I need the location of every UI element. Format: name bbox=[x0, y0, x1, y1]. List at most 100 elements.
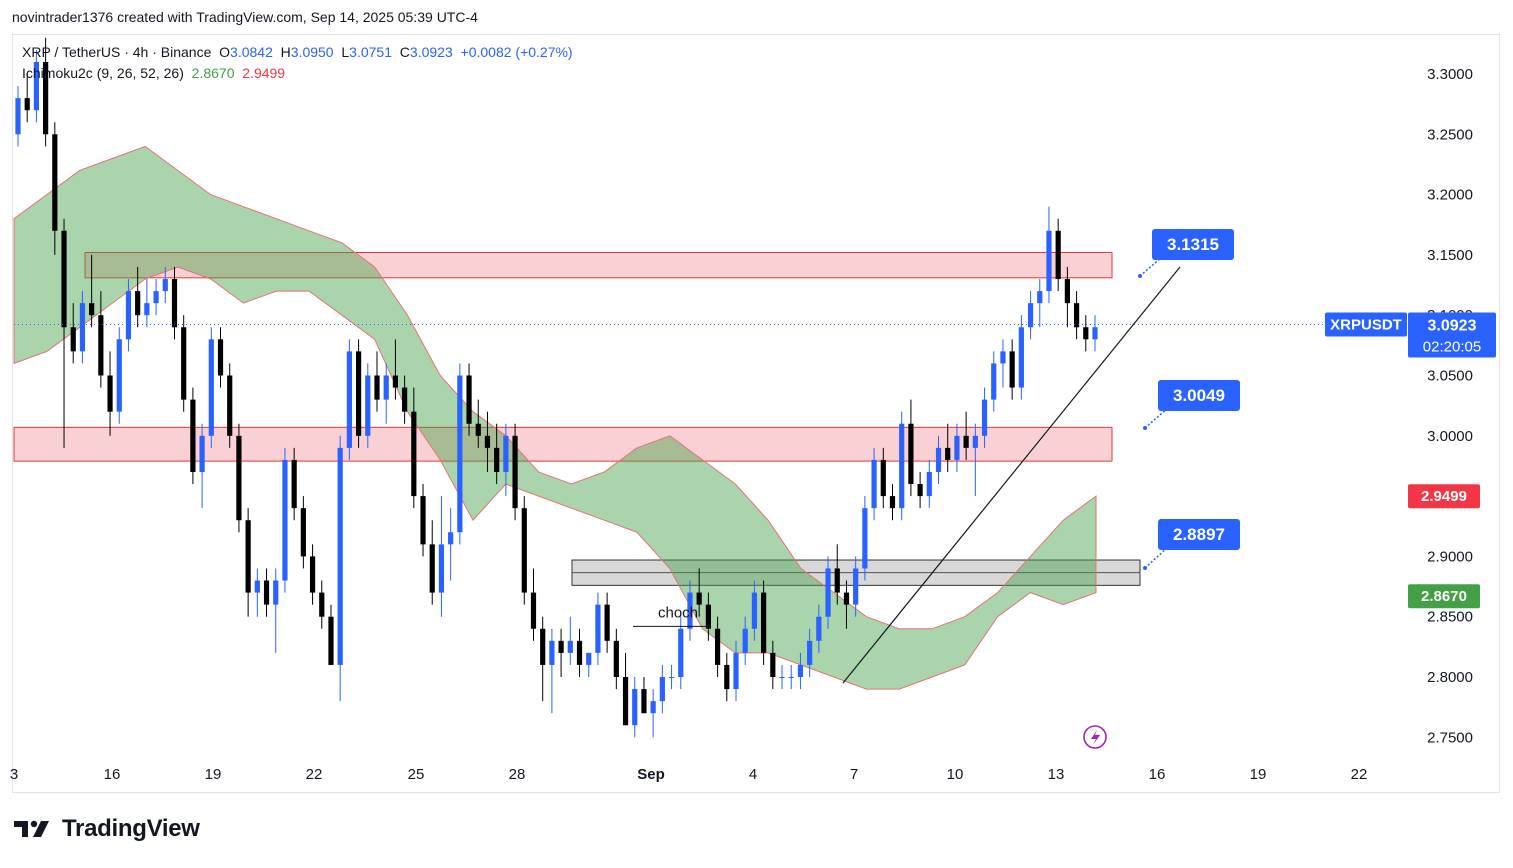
bearish-candle bbox=[494, 423, 500, 485]
candle-body bbox=[742, 628, 748, 653]
level-label-anchor bbox=[1138, 274, 1142, 278]
candle-body bbox=[714, 628, 721, 665]
bearish-candle bbox=[181, 315, 187, 412]
candle-body bbox=[300, 508, 306, 557]
candle-body bbox=[853, 568, 859, 605]
level-label-text: 3.0049 bbox=[1173, 386, 1225, 405]
bullish-candle bbox=[788, 664, 794, 690]
indicator-legend[interactable]: Ichimoku2c (9, 26, 52, 26) 2.8670 2.9499 bbox=[22, 65, 285, 81]
bearish-candle bbox=[540, 616, 546, 702]
candle-body bbox=[171, 279, 178, 328]
bearish-candle bbox=[843, 580, 850, 629]
chart-frame[interactable] bbox=[12, 34, 1500, 793]
candle-body bbox=[263, 580, 270, 605]
axis-price-tag: 2.8670 bbox=[1408, 584, 1480, 609]
bearish-candle bbox=[530, 568, 537, 641]
bearish-candle bbox=[291, 447, 297, 521]
candle-body bbox=[1037, 291, 1043, 304]
bearish-candle bbox=[392, 339, 399, 400]
candle-body bbox=[724, 664, 730, 690]
choch-label: choch bbox=[658, 604, 698, 621]
price-tag-countdown: 02:20:05 bbox=[1423, 338, 1481, 355]
y-axis: 3.30003.25003.20003.15003.10003.05003.00… bbox=[1325, 66, 1496, 746]
candle-body bbox=[935, 447, 942, 472]
candle-body bbox=[1018, 327, 1024, 388]
candle-body bbox=[254, 580, 260, 593]
bearish-candle bbox=[1083, 315, 1089, 352]
bullish-candle bbox=[825, 556, 831, 629]
candle-body bbox=[291, 459, 297, 509]
x-tick-label: Sep bbox=[637, 766, 665, 783]
candle-body bbox=[135, 291, 141, 316]
candle-body bbox=[926, 471, 932, 497]
indicator-name: Ichimoku2c (9, 26, 52, 26) bbox=[22, 65, 184, 81]
level-label-pointer bbox=[1144, 407, 1169, 429]
level-label: 3.1315 bbox=[1138, 229, 1234, 278]
axis-price-tag-text: 2.9499 bbox=[1421, 488, 1467, 505]
bullish-candle bbox=[199, 423, 205, 509]
candle-body bbox=[52, 134, 58, 231]
candle-body bbox=[917, 484, 923, 497]
candle-body bbox=[908, 423, 914, 485]
bullish-candle bbox=[659, 664, 665, 714]
candle-body bbox=[107, 375, 113, 412]
x-tick-label: 7 bbox=[850, 766, 858, 783]
y-tick-label: 2.9000 bbox=[1427, 548, 1473, 565]
bullish-candle bbox=[1000, 339, 1006, 388]
bullish-candle bbox=[33, 49, 40, 123]
bullish-candle bbox=[254, 568, 260, 617]
bearish-candle bbox=[429, 520, 435, 605]
bearish-candle bbox=[576, 628, 583, 677]
bullish-candle bbox=[871, 447, 877, 521]
candle-body bbox=[1027, 303, 1034, 328]
candle-body bbox=[392, 375, 399, 388]
candle-body bbox=[871, 459, 877, 509]
level-label-box bbox=[1152, 229, 1234, 260]
candle-body bbox=[825, 568, 831, 617]
bullish-candle bbox=[595, 592, 601, 665]
y-tick-label: 2.8000 bbox=[1427, 669, 1473, 686]
symbol-title: XRP / TetherUS · 4h · Binance bbox=[22, 44, 212, 60]
x-tick-label: 10 bbox=[947, 766, 964, 783]
bearish-candle bbox=[475, 399, 481, 448]
candle-body bbox=[604, 604, 610, 641]
bearish-candle bbox=[43, 37, 49, 147]
tradingview-logo[interactable]: TradingView bbox=[14, 815, 200, 843]
bearish-candle bbox=[328, 604, 334, 665]
current-price-tag: XRPUSDT 3.0923 02:20:05 bbox=[1325, 312, 1496, 358]
bullish-candle bbox=[337, 435, 343, 702]
candle-body bbox=[457, 375, 463, 533]
candle-body bbox=[733, 652, 739, 690]
bearish-candle bbox=[714, 616, 721, 677]
price-tag-value: 3.0923 bbox=[1428, 317, 1477, 334]
candle-body bbox=[954, 435, 960, 460]
candle-body bbox=[807, 640, 813, 665]
bearish-candle bbox=[374, 351, 380, 412]
symbol-tag-bg bbox=[1325, 312, 1407, 337]
candle-body bbox=[595, 604, 601, 653]
candle-body bbox=[365, 375, 371, 436]
bullish-candle bbox=[733, 640, 739, 702]
candle-body bbox=[227, 375, 233, 436]
x-tick-label: 28 bbox=[509, 766, 526, 783]
candle-body bbox=[144, 303, 150, 316]
bearish-candle bbox=[319, 580, 325, 629]
bullish-candle bbox=[991, 351, 997, 412]
bullish-candle bbox=[153, 279, 159, 316]
bullish-candle bbox=[567, 616, 573, 665]
bearish-candle bbox=[420, 484, 426, 557]
bearish-candle bbox=[622, 652, 629, 726]
bullish-candle bbox=[678, 616, 684, 690]
candle-body bbox=[963, 435, 969, 448]
bullish-candle bbox=[383, 363, 389, 424]
candle-body bbox=[70, 327, 76, 352]
candle-body bbox=[761, 592, 767, 653]
bearish-candle bbox=[834, 544, 840, 605]
bearish-candle bbox=[613, 628, 619, 690]
y-tick-label: 2.8500 bbox=[1427, 609, 1473, 626]
candle-body bbox=[429, 544, 435, 593]
change-value: +0.0082 (+0.27%) bbox=[460, 44, 573, 60]
candle-body bbox=[43, 61, 49, 135]
bearish-candle bbox=[484, 411, 491, 472]
